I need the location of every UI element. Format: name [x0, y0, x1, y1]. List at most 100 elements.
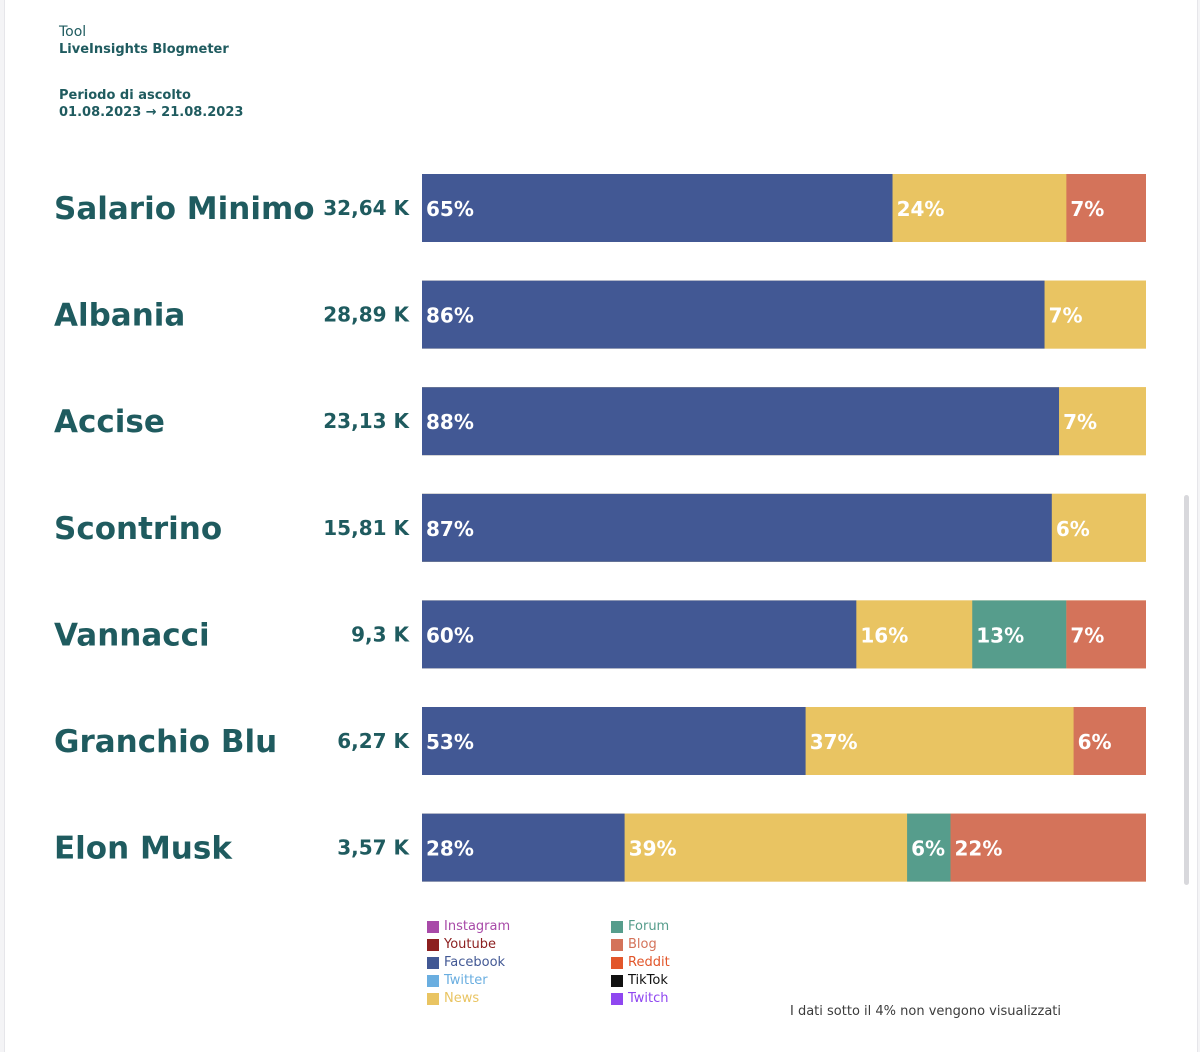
data-label: 7%	[1070, 197, 1104, 221]
bar-segment-blog	[1066, 600, 1146, 669]
data-label: 86%	[426, 304, 474, 328]
data-label: 37%	[810, 730, 858, 754]
data-label: 65%	[426, 197, 474, 221]
bar-segment-news	[1044, 280, 1146, 349]
total-label: 9,3 K	[351, 622, 410, 646]
legend-label: News	[444, 991, 480, 1006]
category-label: Albania	[54, 298, 185, 334]
bar-segment-news	[1059, 387, 1146, 456]
bar-row: 60% 16% 13% 7%	[422, 600, 1146, 669]
bar-segment-facebook	[422, 813, 625, 882]
data-label: 39%	[629, 837, 677, 861]
legend-item: TikTok	[611, 972, 670, 990]
data-label: 6%	[1078, 730, 1112, 754]
category-label: Salario Minimo	[54, 191, 315, 227]
data-label: 7%	[1070, 623, 1104, 647]
data-label: 28%	[426, 837, 474, 861]
data-label: 7%	[1063, 410, 1097, 434]
bar-segment-blog	[1073, 707, 1146, 775]
total-label: 15,81 K	[323, 516, 410, 540]
bar-segment-blog	[950, 813, 1146, 882]
legend-label: Youtube	[444, 937, 496, 952]
legend-item: Twitch	[611, 990, 670, 1008]
data-label: 6%	[1056, 517, 1090, 541]
legend-swatch	[611, 921, 623, 933]
legend-item: Twitter	[427, 972, 510, 990]
total-label: 32,64 K	[323, 196, 410, 220]
category-label: Scontrino	[54, 511, 222, 547]
legend-item: Forum	[611, 918, 670, 936]
legend-column-1: Instagram Youtube Facebook Twitter News	[427, 918, 510, 1008]
tool-name: LiveInsights Blogmeter	[59, 42, 229, 57]
legend-column-2: Forum Blog Reddit TikTok Twitch	[611, 918, 670, 1008]
legend-swatch	[427, 993, 439, 1005]
data-label: 53%	[426, 730, 474, 754]
total-label: 23,13 K	[323, 409, 410, 433]
bar-segment-facebook	[422, 707, 806, 775]
category-label: Elon Musk	[54, 831, 233, 867]
legend-item: Youtube	[427, 936, 510, 954]
legend-label: Instagram	[444, 919, 511, 934]
data-label: 13%	[976, 623, 1024, 647]
category-label: Vannacci	[54, 617, 210, 653]
scrollbar[interactable]	[1184, 495, 1189, 885]
legend-label: Forum	[628, 919, 670, 934]
legend-swatch	[611, 957, 623, 969]
bar-segment-blog	[1066, 174, 1146, 242]
legend-swatch	[427, 939, 439, 951]
legend-swatch	[427, 921, 439, 933]
bar-row: 86% 7%	[422, 280, 1146, 349]
legend-item: Blog	[611, 936, 670, 954]
legend-swatch	[427, 957, 439, 969]
stacked-bar-chart: Salario Minimo 32,64 K 65% 24% 7% Albania 28,8…	[54, 174, 1146, 882]
legend-label: Twitch	[628, 991, 669, 1006]
total-label: 3,57 K	[337, 836, 410, 860]
bar-segment-news	[624, 813, 908, 882]
bar-row: 53% 37% 6%	[422, 707, 1146, 775]
bar-segment-facebook	[422, 174, 893, 242]
tool-label: Tool	[59, 24, 87, 40]
data-label: 24%	[897, 197, 945, 221]
bar-segment-facebook	[422, 280, 1045, 349]
data-label: 6%	[911, 837, 945, 861]
legend-swatch	[611, 975, 623, 987]
legend-item: Reddit	[611, 954, 670, 972]
bar-segment-facebook	[422, 493, 1052, 562]
bar-row: 28% 39% 6% 22%	[422, 813, 1146, 882]
footnote: I dati sotto il 4% non vengono visualizz…	[790, 1004, 1062, 1019]
data-label: 22%	[955, 837, 1003, 861]
total-label: 28,89 K	[323, 303, 410, 327]
legend-item: News	[427, 990, 510, 1008]
bar-segment-news	[892, 174, 1067, 242]
bar-segment-facebook	[422, 387, 1060, 456]
period-value: 01.08.2023 → 21.08.2023	[59, 105, 244, 120]
bar-segment-news	[805, 707, 1074, 775]
bar-segment-news	[1051, 493, 1146, 562]
bar-row: 88% 7%	[422, 387, 1146, 456]
legend-swatch	[611, 993, 623, 1005]
bar-row: 65% 24% 7%	[422, 174, 1146, 242]
period-label: Periodo di ascolto	[59, 88, 191, 103]
legend-label: Reddit	[628, 955, 670, 970]
legend-label: TikTok	[628, 973, 668, 988]
category-label: Accise	[54, 404, 165, 440]
bar-row: 87% 6%	[422, 493, 1146, 562]
bar-segment-forum	[907, 813, 951, 882]
legend-item: Instagram	[427, 918, 510, 936]
category-label: Granchio Blu	[54, 724, 277, 760]
legend-item: Facebook	[427, 954, 510, 972]
data-label: 87%	[426, 517, 474, 541]
legend-label: Facebook	[444, 955, 506, 970]
data-label: 60%	[426, 623, 474, 647]
data-label: 88%	[426, 410, 474, 434]
total-label: 6,27 K	[337, 729, 410, 753]
legend-swatch	[611, 939, 623, 951]
data-label: 16%	[860, 623, 908, 647]
legend-label: Twitter	[444, 973, 488, 988]
data-label: 7%	[1049, 304, 1083, 328]
bar-segment-news	[856, 600, 973, 669]
bar-segment-facebook	[422, 600, 857, 669]
legend-label: Blog	[628, 937, 657, 952]
legend-swatch	[427, 975, 439, 987]
bar-segment-forum	[972, 600, 1067, 669]
